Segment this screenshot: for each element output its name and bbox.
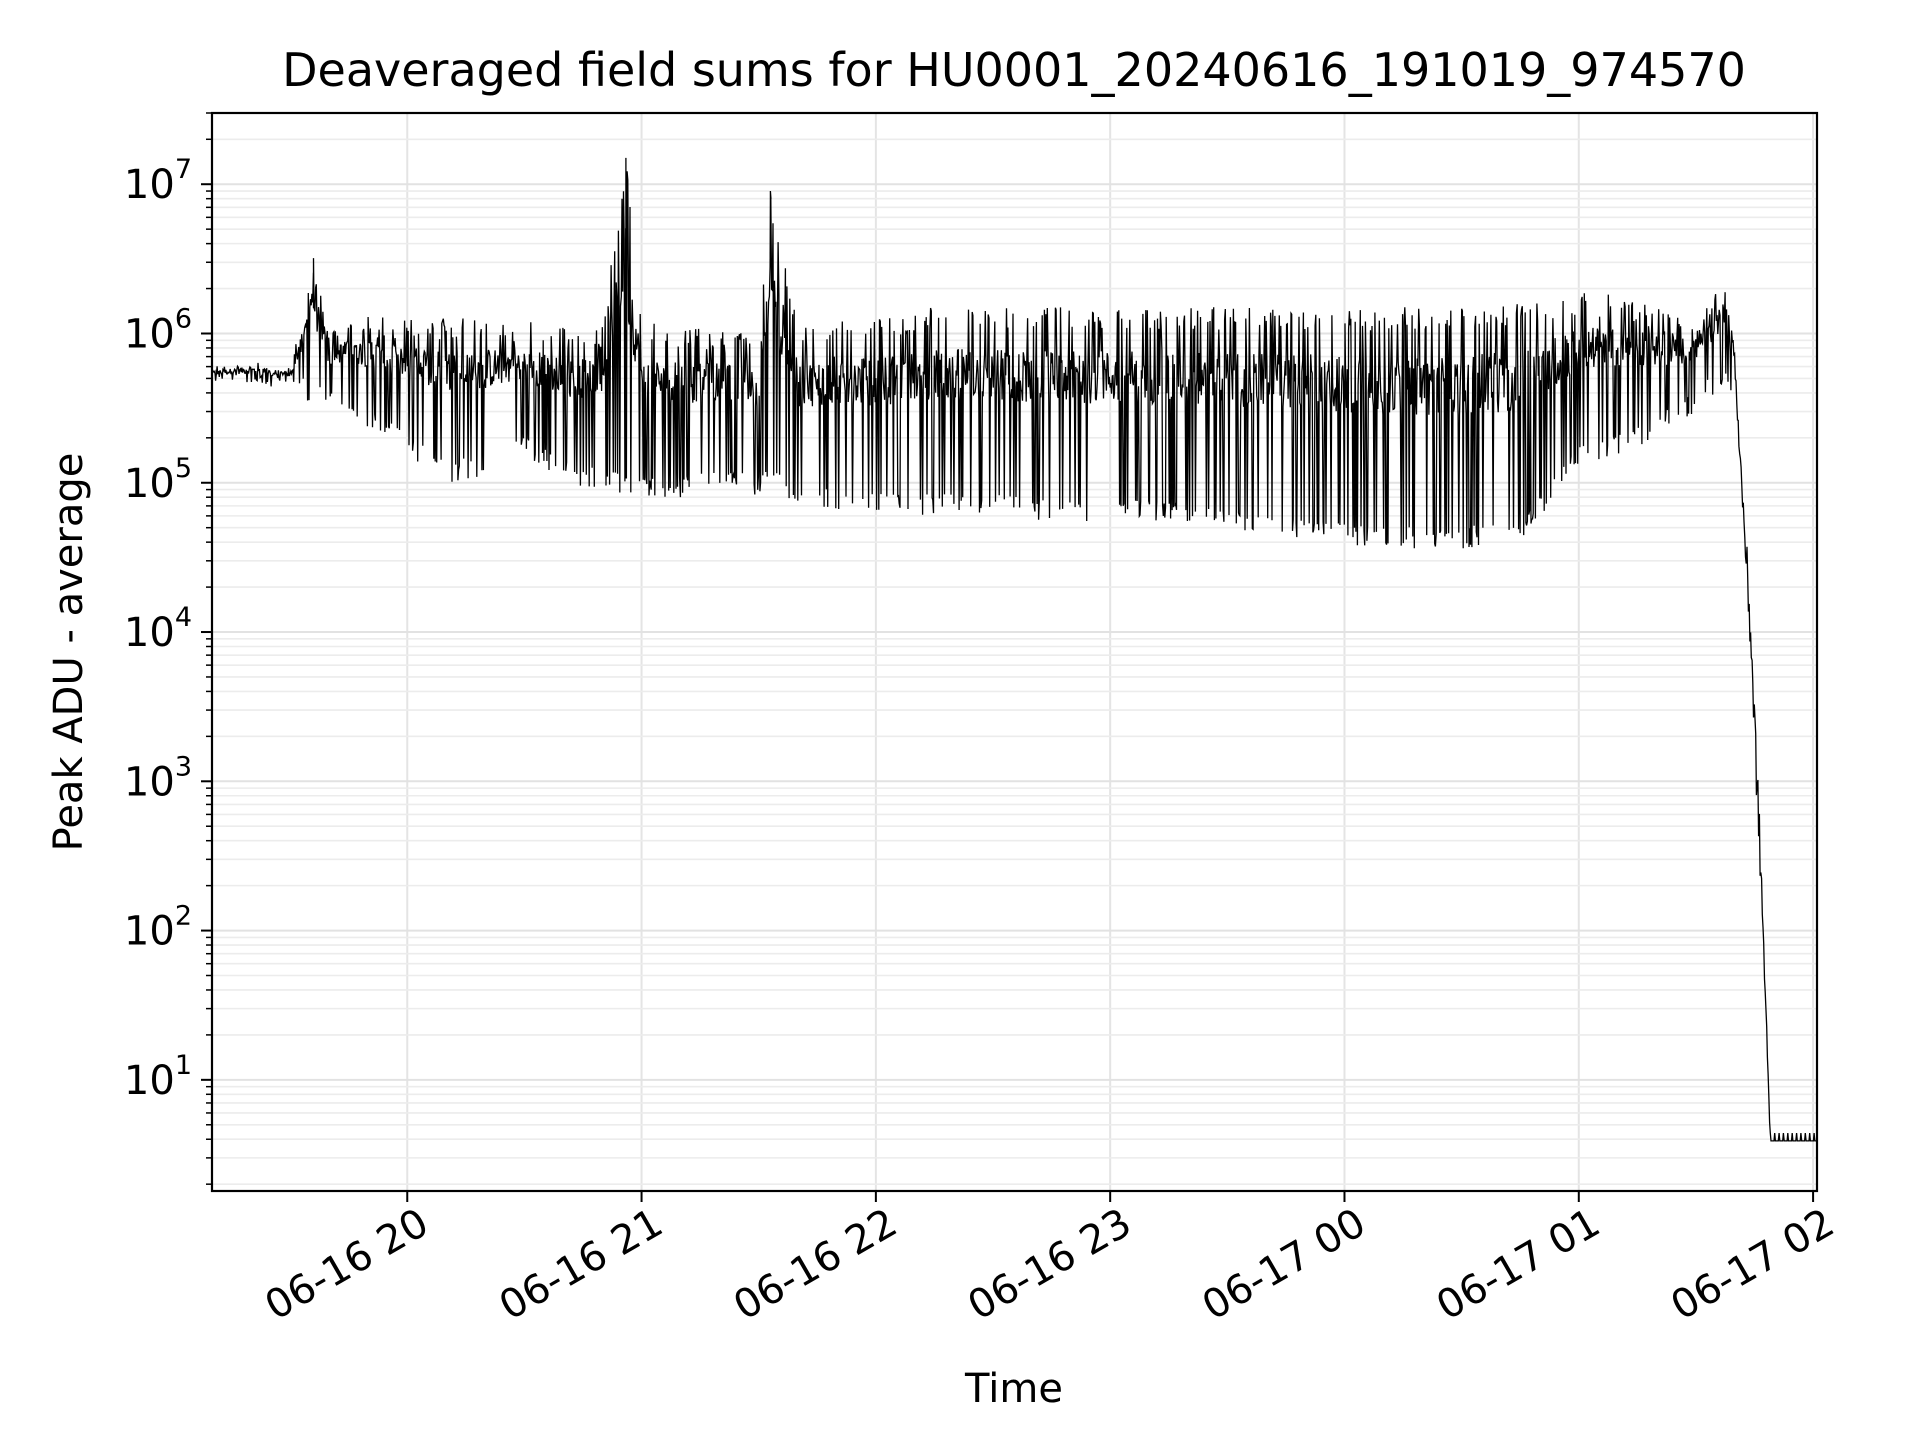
x-tick-label: 06-17 01 [1429, 1200, 1608, 1330]
chart-title: Deaveraged field sums for HU0001_2024061… [282, 43, 1746, 97]
x-axis-label: Time [964, 1366, 1063, 1412]
series-line [212, 157, 1817, 1142]
x-tick-label: 06-16 22 [726, 1200, 905, 1330]
y-tick-label: 104 [124, 602, 192, 656]
x-tick-label: 06-16 23 [960, 1200, 1139, 1330]
x-tick-label: 06-17 02 [1663, 1200, 1842, 1330]
y-tick-label: 102 [124, 901, 192, 955]
y-tick-label: 106 [124, 303, 192, 357]
y-tick-label: 107 [124, 154, 192, 208]
data-series-line [212, 157, 1817, 1142]
x-tick-label: 06-17 00 [1195, 1200, 1374, 1330]
y-axis-label: Peak ADU - average [46, 453, 92, 852]
x-tick-label: 06-16 20 [258, 1200, 437, 1330]
y-tick-label: 101 [124, 1050, 192, 1104]
x-tick-label: 06-16 21 [492, 1200, 671, 1330]
x-axis-ticks: 06-16 20 06-16 21 06-16 22 06-16 23 06-17 00… [258, 1191, 1842, 1330]
grid [212, 112, 1817, 1191]
plot-frame [210, 111, 1819, 1193]
y-tick-label: 105 [124, 453, 192, 507]
y-axis-ticks: 101 102 103 104 105 106 107 [124, 112, 212, 1185]
y-tick-label: 103 [124, 751, 192, 805]
